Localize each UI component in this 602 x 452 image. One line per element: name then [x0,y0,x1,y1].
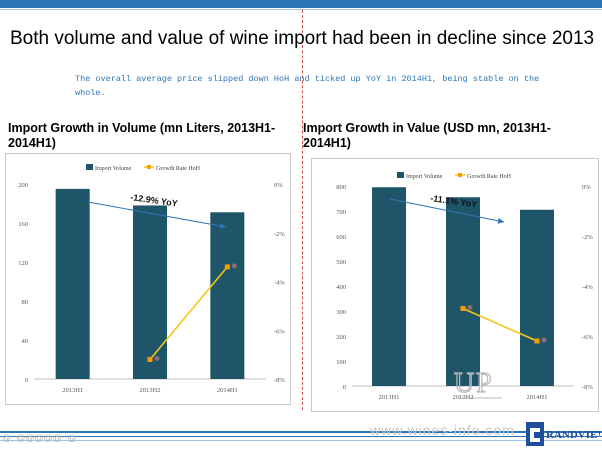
trend-arrow-line [389,198,505,223]
y-tick-label: 120 [18,260,28,267]
top-accent-bar [0,0,602,8]
growth-point-label-mark [154,356,160,361]
bar-2013H2 [133,205,167,379]
bottom-accent-line-light [0,440,602,441]
x-tick-label: 2013H1 [379,394,400,401]
chart-panel-volume: 0 40 80 120 160 200 0% -2% -4% -6% -8% 2013H1 2013H2… [5,153,291,405]
y2-tick-label: -8% [274,377,285,384]
slide-subtitle: The overall average price slipped down H… [75,74,540,98]
y2-tick-label: -6% [582,334,593,341]
grandview-logo: RANDVIEW [526,422,600,446]
y2-tick-label: 0% [274,182,283,189]
y-tick-label: 300 [336,309,346,316]
growth-point [460,306,466,311]
x-tick-label: 2013H2 [140,387,161,394]
bar-2013H2 [446,197,480,386]
growth-line [149,266,228,361]
y-tick-label: 100 [336,359,346,366]
y-tick-label: 800 [336,184,346,191]
growth-point-label-mark [231,263,237,269]
bar-2014H1 [520,209,554,386]
y2-tick-label: -2% [582,234,593,241]
growth-point [534,338,540,344]
svg-text:U: U [454,368,474,399]
y-tick-label: 500 [336,259,346,266]
watermark-url: www.wines-info.com [370,422,515,438]
growth-line [462,307,538,342]
y2-tick-label: 0% [582,184,591,191]
chart-volume: 0 40 80 120 160 200 0% -2% -4% -6% -8% 2013H1 2013H2… [18,164,285,394]
growth-point-label-mark [541,337,547,343]
y-tick-label: 80 [22,299,29,306]
y-tick-label: 200 [336,334,346,341]
legend-label-growth: Growth Rate HoH [467,174,512,180]
legend-label-volume: Import Volume [95,166,132,172]
trend-arrow-head [497,217,504,224]
chart-value: 0 100 200 300 400 500 600 700 800 0% -2% -4% -6% -8% 2… [336,172,593,401]
y2-tick-label: -4% [582,284,593,291]
footer-text: @, @@@@@ ·@ [2,433,77,443]
x-tick-label: 2014H1 [527,394,548,401]
y-tick-label: 600 [336,234,346,241]
x-tick-label: 2014H1 [217,387,238,394]
slide-title: Both volume and value of wine import had… [10,28,595,49]
chart-title-value: Import Growth in Value (USD mn, 2013H1-2… [303,121,551,150]
chart-title-volume: Import Growth in Volume (mn Liters, 2013… [8,121,276,150]
y-tick-label: 40 [22,338,29,345]
bottom-accent-bar [0,431,602,433]
top-accent-line [0,9,602,10]
y2-tick-label: -8% [582,384,593,391]
legend-label-volume: Import Volume [406,174,443,180]
legend-marker-growth [147,165,151,169]
y-tick-label: 160 [18,221,28,228]
bottom-accent-line [0,436,602,437]
legend-label-growth: Growth Rate HoH [156,166,201,172]
y-tick-label: 0 [25,377,28,384]
y2-tick-label: -4% [274,280,285,287]
bar-2013H1 [55,188,90,379]
trend-arrow-head [219,222,226,229]
bar-2014H1 [210,212,245,379]
trend-arrow-line [87,201,227,228]
legend-swatch-volume [397,172,404,178]
legend-marker-growth [458,173,462,177]
y-tick-label: 200 [18,182,28,189]
y2-tick-label: -6% [274,328,285,335]
y2-tick-label: -2% [274,231,285,238]
growth-point [224,264,230,270]
center-divider [302,10,303,410]
growth-point [147,357,153,362]
svg-text:P: P [476,368,492,399]
chart-panel-value: 0 100 200 300 400 500 600 700 800 0% -2% -4% -6% -8% 2… [311,158,599,412]
y-tick-label: 0 [343,384,346,391]
up-watermark-logo: U P [453,367,502,400]
x-tick-label: 2013H1 [62,387,83,394]
growth-point-label-mark [467,305,473,310]
bar-2013H1 [372,187,406,386]
y-tick-label: 400 [336,284,346,291]
svg-text:RANDVIEW: RANDVIEW [546,429,600,441]
legend-swatch-volume [86,164,93,170]
y-tick-label: 700 [336,209,346,216]
